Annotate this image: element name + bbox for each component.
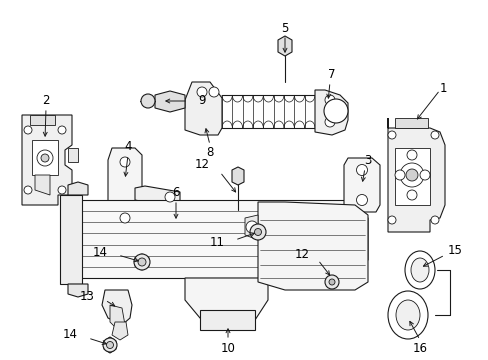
Circle shape: [120, 157, 130, 167]
Polygon shape: [104, 337, 116, 353]
Circle shape: [208, 87, 219, 97]
Circle shape: [164, 192, 175, 202]
Polygon shape: [278, 36, 291, 56]
Polygon shape: [135, 254, 149, 270]
Text: 1: 1: [438, 81, 446, 94]
Text: 14: 14: [63, 328, 78, 342]
Circle shape: [406, 190, 416, 200]
Polygon shape: [387, 118, 444, 232]
Polygon shape: [110, 305, 125, 330]
Polygon shape: [200, 310, 254, 330]
Circle shape: [134, 254, 150, 270]
Circle shape: [356, 165, 367, 175]
Text: 7: 7: [327, 68, 335, 81]
Text: 12: 12: [195, 158, 209, 171]
Polygon shape: [184, 278, 267, 325]
Polygon shape: [135, 186, 180, 208]
Circle shape: [254, 229, 261, 235]
Text: 5: 5: [281, 22, 288, 35]
Circle shape: [197, 87, 206, 97]
Ellipse shape: [387, 291, 427, 339]
Circle shape: [430, 131, 438, 139]
Circle shape: [58, 186, 66, 194]
Polygon shape: [108, 148, 142, 230]
Circle shape: [37, 150, 53, 166]
Circle shape: [406, 150, 416, 160]
Circle shape: [325, 275, 338, 289]
Text: 11: 11: [209, 235, 224, 248]
Circle shape: [356, 194, 367, 206]
Ellipse shape: [395, 300, 419, 330]
Circle shape: [24, 186, 32, 194]
Polygon shape: [32, 140, 58, 175]
Polygon shape: [68, 284, 88, 297]
Ellipse shape: [404, 251, 434, 289]
Circle shape: [419, 170, 429, 180]
Circle shape: [405, 169, 417, 181]
Circle shape: [399, 163, 423, 187]
Text: 3: 3: [364, 153, 371, 166]
Polygon shape: [60, 195, 82, 284]
Polygon shape: [231, 167, 244, 185]
Text: 15: 15: [447, 243, 462, 256]
Circle shape: [24, 126, 32, 134]
Text: 4: 4: [124, 140, 131, 153]
Polygon shape: [68, 148, 78, 162]
Circle shape: [120, 213, 130, 223]
Circle shape: [106, 342, 113, 348]
Circle shape: [41, 154, 49, 162]
Polygon shape: [170, 206, 182, 222]
Text: 9: 9: [198, 94, 205, 108]
Circle shape: [324, 99, 347, 123]
Circle shape: [430, 216, 438, 224]
Ellipse shape: [410, 258, 428, 282]
Polygon shape: [30, 115, 55, 125]
Text: 10: 10: [220, 342, 235, 355]
Polygon shape: [314, 90, 347, 135]
Polygon shape: [347, 200, 367, 278]
Polygon shape: [394, 118, 427, 128]
Circle shape: [138, 258, 146, 266]
Polygon shape: [394, 148, 429, 205]
Polygon shape: [35, 175, 50, 195]
Text: 16: 16: [412, 342, 427, 355]
Circle shape: [394, 170, 404, 180]
Text: 6: 6: [172, 185, 180, 198]
Circle shape: [325, 117, 334, 127]
Polygon shape: [112, 322, 128, 340]
Circle shape: [387, 131, 395, 139]
Polygon shape: [68, 182, 88, 195]
Polygon shape: [258, 202, 367, 290]
Circle shape: [58, 126, 66, 134]
Text: 13: 13: [80, 289, 95, 302]
Circle shape: [245, 221, 258, 233]
Polygon shape: [343, 158, 379, 212]
Text: 2: 2: [42, 94, 50, 107]
Circle shape: [387, 216, 395, 224]
Polygon shape: [155, 91, 184, 112]
Circle shape: [103, 338, 117, 352]
Text: 8: 8: [206, 147, 213, 159]
Text: 14: 14: [93, 246, 108, 258]
Polygon shape: [75, 200, 354, 278]
Polygon shape: [244, 215, 258, 240]
Polygon shape: [102, 290, 132, 325]
Circle shape: [141, 94, 155, 108]
Circle shape: [328, 279, 334, 285]
Circle shape: [325, 95, 334, 105]
Circle shape: [249, 224, 265, 240]
Polygon shape: [184, 82, 222, 135]
Polygon shape: [22, 115, 72, 205]
Text: 12: 12: [294, 248, 309, 261]
